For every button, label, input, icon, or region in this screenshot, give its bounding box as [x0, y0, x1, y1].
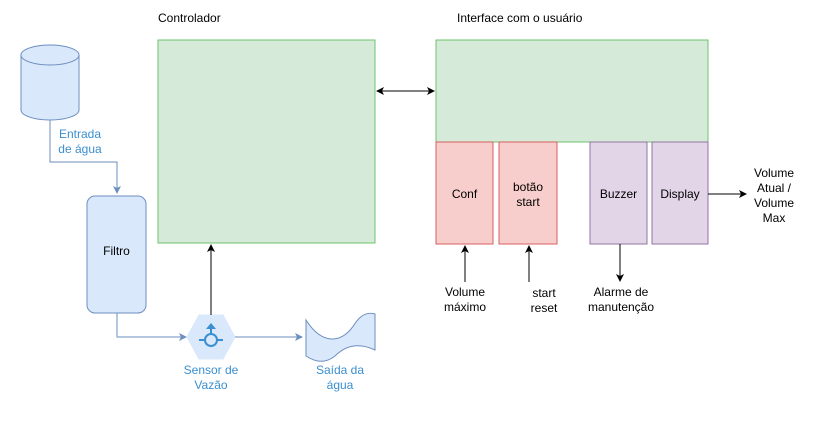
- water-input-label-line: de água: [58, 142, 102, 156]
- flow-sensor-label: Sensor de Vazão: [171, 363, 251, 393]
- display-output-label-line: Atual /: [756, 181, 792, 195]
- water-output-label-line: Saída da: [315, 363, 365, 377]
- display-output-label-line: Volume: [753, 166, 795, 180]
- conf-input-label-line: máximo: [443, 300, 486, 314]
- conf-input-label: Volume máximo: [430, 285, 500, 315]
- water-output-label: Saída da água: [300, 363, 380, 393]
- start-input-label-line: reset: [530, 301, 558, 315]
- water-input-cylinder-icon: [20, 44, 80, 121]
- controller-label: Controlador: [158, 11, 221, 25]
- start-input-label: start reset: [514, 286, 574, 316]
- flow-sensor-icon: [186, 314, 236, 360]
- display-label: Display: [660, 187, 700, 201]
- filter-to-sensor-connector: [116, 313, 187, 341]
- buzzer-label: Buzzer: [599, 187, 638, 201]
- water-input-label-line: Entrada: [58, 127, 102, 141]
- buzzer-output-label-line: Alarme de: [593, 285, 649, 299]
- display-output-label-line: Volume: [753, 196, 795, 210]
- water-output-label-line: água: [326, 378, 354, 392]
- controller-box: [157, 39, 376, 244]
- water-input-label: Entrada de água: [40, 127, 120, 157]
- display-box: [651, 141, 709, 245]
- buzzer-output-label: Alarme de manutenção: [578, 285, 664, 315]
- display-output-label-line: Max: [762, 211, 786, 225]
- flow-sensor-label-line: Sensor de: [183, 363, 239, 377]
- display-output-label: Volume Atual / Volume Max: [744, 166, 804, 226]
- start-button-label: botão start: [499, 180, 557, 210]
- ui-box: [435, 39, 709, 143]
- input-to-filter-connector: [49, 120, 121, 194]
- start-button-label-line: botão: [512, 180, 544, 194]
- water-output-tape-icon: [305, 312, 376, 362]
- start-input-label-line: start: [532, 286, 556, 300]
- conf-label: Conf: [451, 187, 478, 201]
- ui-label: Interface com o usuário: [457, 11, 583, 25]
- conf-box: [435, 141, 494, 245]
- start-button-label-line: start: [516, 195, 540, 209]
- flow-sensor-label-line: Vazão: [194, 378, 228, 392]
- buzzer-output-label-line: manutenção: [587, 300, 655, 314]
- start-button-box: [498, 141, 558, 245]
- conf-input-label-line: Volume: [444, 285, 486, 299]
- filter-label: Filtro: [103, 244, 130, 258]
- buzzer-box: [589, 141, 648, 245]
